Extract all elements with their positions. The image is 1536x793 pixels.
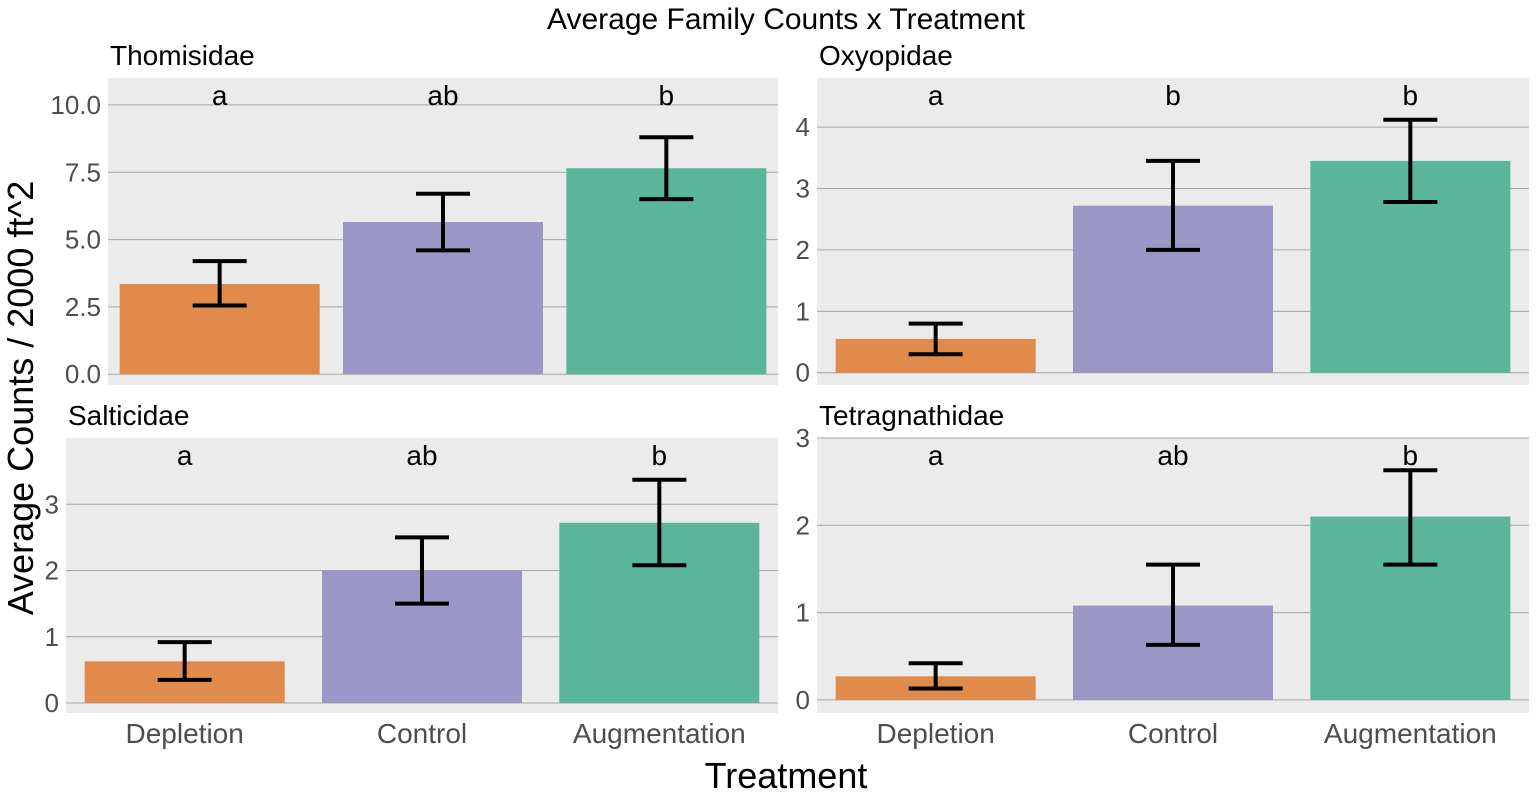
significance-label: a [212, 80, 228, 111]
facet-title: Thomisidae [110, 40, 255, 71]
y-tick-label: 3 [796, 423, 810, 453]
facet-salticidae: 0 1 2 3 a ab b Salticidae Depletion Control Augmen… [45, 400, 778, 749]
facet-oxyopidae: 0 1 2 3 4 a b b Oxyopidae [796, 40, 1529, 388]
x-tick-label: Augmentation [1324, 718, 1497, 749]
x-axis-title: Treatment [705, 755, 868, 793]
significance-label: b [1165, 80, 1181, 111]
significance-label: b [1403, 80, 1419, 111]
significance-label: ab [427, 80, 458, 111]
significance-label: b [1403, 440, 1419, 471]
y-axis-title: Average Counts / 2000 ft^2 [0, 181, 41, 616]
y-tick-label: 0 [45, 688, 59, 718]
x-tick-label: Augmentation [573, 718, 746, 749]
facet-title: Tetragnathidae [819, 400, 1004, 431]
x-tick-label: Depletion [877, 718, 995, 749]
y-tick-label: 0 [796, 358, 810, 388]
significance-label: b [659, 80, 675, 111]
chart-title: Average Family Counts x Treatment [547, 3, 1026, 36]
significance-label: a [928, 80, 944, 111]
y-tick-label: 5.0 [65, 225, 101, 255]
y-tick-label: 1 [796, 296, 810, 326]
significance-label: b [652, 440, 668, 471]
y-tick-label: 3 [45, 489, 59, 519]
y-tick-label: 0.0 [65, 359, 101, 389]
significance-label: ab [406, 440, 437, 471]
x-tick-label: Control [1128, 718, 1218, 749]
y-tick-label: 2 [796, 510, 810, 540]
y-tick-label: 1 [45, 622, 59, 652]
y-tick-label: 2 [45, 556, 59, 586]
x-tick-label: Depletion [126, 718, 244, 749]
y-tick-label: 0 [796, 685, 810, 715]
y-tick-label: 4 [796, 112, 810, 142]
significance-label: a [177, 440, 193, 471]
facet-title: Oxyopidae [819, 40, 953, 71]
significance-label: a [928, 440, 944, 471]
facet-thomisidae: 0.0 2.5 5.0 7.5 10.0 a ab b Thomisidae [50, 40, 778, 389]
y-tick-label: 3 [796, 174, 810, 204]
y-tick-label: 7.5 [65, 157, 101, 187]
significance-label: ab [1157, 440, 1188, 471]
facet-title: Salticidae [68, 400, 189, 431]
x-tick-label: Control [377, 718, 467, 749]
y-tick-label: 2.5 [65, 292, 101, 322]
y-tick-label: 10.0 [50, 90, 101, 120]
facet-tetragnathidae: 0 1 2 3 a ab b Tetragnathidae Depletion Control Au… [796, 400, 1529, 749]
y-tick-label: 2 [796, 235, 810, 265]
y-tick-label: 1 [796, 598, 810, 628]
bar-augmentation [566, 168, 767, 375]
